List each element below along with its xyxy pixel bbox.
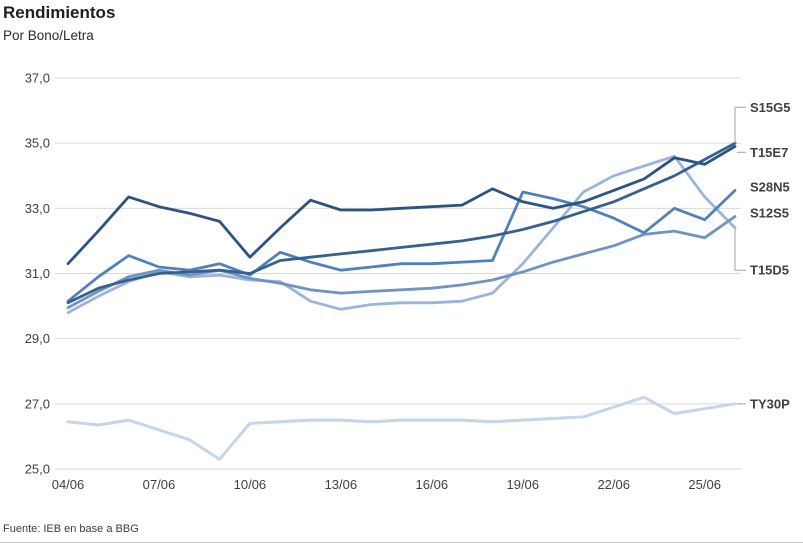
leader-line-T15D5	[734, 227, 746, 271]
x-axis-label-16/06: 16/06	[416, 477, 449, 492]
series-label-S28N5: S28N5	[750, 180, 790, 195]
y-axis-label-33,0: 33,0	[25, 201, 50, 216]
series-line-S12S5	[66, 215, 737, 310]
x-axis-label-19/06: 19/06	[506, 477, 539, 492]
x-axis-label-13/06: 13/06	[325, 477, 358, 492]
source-note: Fuente: IEB en base a BBG	[3, 523, 139, 535]
y-axis-label-31,0: 31,0	[25, 266, 50, 281]
x-axis-label-25/06: 25/06	[688, 477, 721, 492]
y-axis-label-37,0: 37,0	[25, 71, 50, 86]
series-line-TY30P	[66, 395, 737, 461]
x-axis-label-22/06: 22/06	[597, 477, 630, 492]
series-label-S15G5: S15G5	[750, 100, 790, 115]
series-label-T15E7: T15E7	[750, 145, 788, 160]
series-line-S15G5	[66, 141, 737, 305]
series-label-S12S5: S12S5	[750, 206, 789, 221]
series-label-T15D5: T15D5	[750, 263, 789, 278]
x-axis-label-07/06: 07/06	[143, 477, 176, 492]
x-axis-label-04/06: 04/06	[52, 477, 85, 492]
chart-subtitle: Por Bono/Letra	[3, 28, 94, 43]
series-line-S28N5	[66, 188, 737, 303]
y-axis-label-35,0: 35,0	[25, 136, 50, 151]
series-line-T15E7	[66, 144, 737, 266]
x-axis-label-10/06: 10/06	[234, 477, 267, 492]
y-axis-label-27,0: 27,0	[25, 396, 50, 411]
chart-title: Rendimientos	[3, 3, 116, 22]
line-chart: 37,0 35,0 33,0 31,0 29,0 27,0 25,004/06 07/06 10…	[25, 71, 791, 493]
series-label-TY30P: TY30P	[750, 396, 790, 411]
leader-line-S15G5	[734, 106, 746, 144]
y-axis-label-29,0: 29,0	[25, 331, 50, 346]
series-line-T15D5	[66, 154, 737, 315]
y-axis-label-25,0: 25,0	[25, 462, 50, 477]
